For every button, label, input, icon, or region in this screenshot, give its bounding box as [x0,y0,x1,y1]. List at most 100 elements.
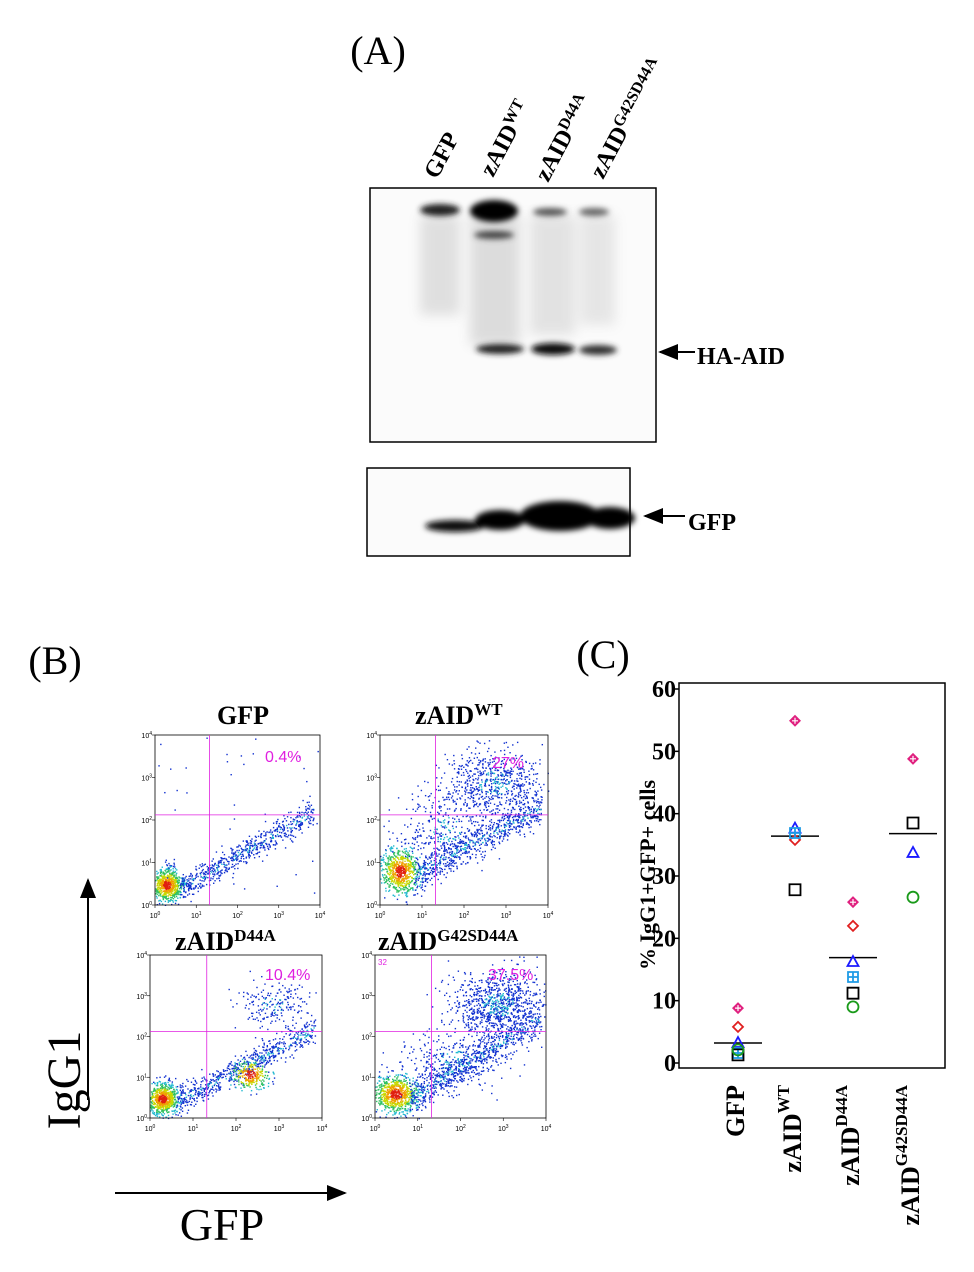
event-dot [491,789,492,790]
event-dot [156,871,157,872]
event-dot [175,881,176,882]
event-dot [415,832,416,833]
event-dot [528,771,529,772]
event-dot [236,1073,237,1074]
event-dot [506,789,507,790]
event-dot [261,1059,262,1060]
x-tick-label-sup: 3 [281,911,284,917]
event-dot [207,873,208,874]
event-dot [262,844,263,845]
event-dot [432,807,433,808]
event-dot [403,879,404,880]
event-dot [489,811,490,812]
event-dot [520,789,521,790]
event-dot [450,854,451,855]
event-dot [409,884,410,885]
event-dot [476,836,477,837]
event-dot [295,874,296,875]
event-dot [158,1103,159,1104]
event-dot [290,834,291,835]
event-dot [384,897,385,898]
event-dot [204,1078,205,1079]
event-dot [264,840,265,841]
event-dot [393,865,394,866]
event-dot [440,873,441,874]
event-dot [174,1112,175,1113]
event-dot [280,829,281,830]
event-dot [440,782,441,783]
event-dot [277,834,278,835]
event-dot [195,877,196,878]
x-tick-label-base: 10 [232,913,240,920]
event-dot [446,787,447,788]
event-dot [508,820,509,821]
event-dot [495,829,496,830]
event-dot [284,828,285,829]
event-dot [516,778,517,779]
event-dot [402,865,403,866]
event-dot [424,843,425,844]
event-dot [292,823,293,824]
event-dot [188,885,189,886]
event-dot [261,837,262,838]
event-dot [401,833,402,834]
event-dot [281,836,282,837]
event-dot [429,795,430,796]
event-dot [495,783,496,784]
event-dot [253,845,254,846]
event-dot [394,862,395,863]
event-dot [493,783,494,784]
event-dot [527,817,528,818]
event-dot [468,830,469,831]
event-dot [288,824,289,825]
event-dot [202,1094,203,1095]
event-dot [454,809,455,810]
event-dot [385,853,386,854]
event-dot [503,820,504,821]
event-dot [455,808,456,809]
band-label: HA-AID [697,344,785,370]
event-dot [442,826,443,827]
event-dot [479,815,480,816]
event-dot [417,808,418,809]
event-dot [309,818,310,819]
event-dot [314,1021,315,1022]
event-dot [447,793,448,794]
event-dot [513,826,514,827]
event-dot [424,890,425,891]
event-dot [397,899,398,900]
event-dot [391,876,392,877]
event-dot [500,783,501,784]
event-dot [222,852,223,853]
event-dot [472,846,473,847]
event-dot [420,884,421,885]
event-dot [176,889,177,890]
event-dot [234,865,235,866]
event-dot [501,804,502,805]
event-dot [200,1084,201,1085]
event-dot [280,835,281,836]
event-dot [449,852,450,853]
event-dot [176,873,177,874]
event-dot [418,872,419,873]
event-dot [212,1087,213,1088]
event-dot [157,1094,158,1095]
event-dot [453,846,454,847]
event-dot [279,1038,280,1039]
event-dot [295,1023,296,1024]
event-dot [481,837,482,838]
event-dot [174,1091,175,1092]
event-dot [177,877,178,878]
event-dot [177,884,178,885]
event-dot [284,818,285,819]
event-dot [255,1053,256,1054]
event-dot [425,808,426,809]
event-dot [410,867,411,868]
event-dot [385,888,386,889]
event-dot [469,757,470,758]
event-dot [387,883,388,884]
event-dot [162,867,163,868]
event-dot [396,857,397,858]
event-dot [510,829,511,830]
event-dot [173,1104,174,1105]
